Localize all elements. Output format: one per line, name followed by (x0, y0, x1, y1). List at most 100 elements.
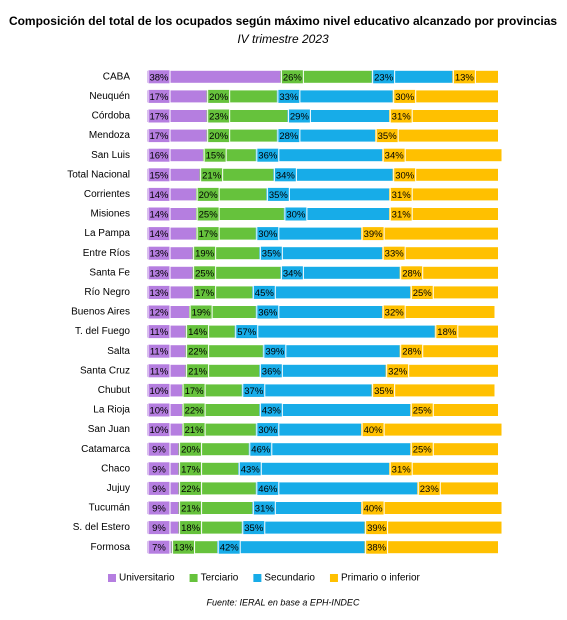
value-label-box (238, 461, 262, 477)
value-label: 11% (150, 366, 169, 377)
y-tick-label: Catamarca (81, 444, 130, 455)
bar-segment (255, 482, 418, 495)
value-label-box (147, 539, 171, 555)
value-label-box (147, 520, 171, 536)
bar-segment (217, 541, 365, 554)
y-tick-label: Tucumán (89, 503, 130, 514)
y-tick-label: Río Negro (84, 287, 130, 298)
bar-segment (259, 404, 411, 416)
value-label-box (196, 226, 220, 242)
value-label-box (256, 304, 280, 320)
value-label-box (266, 186, 290, 202)
value-label-box (273, 167, 297, 183)
value-label-box (365, 539, 389, 555)
value-label: 21% (202, 170, 222, 181)
value-label-box (147, 304, 171, 320)
value-label: 35% (378, 131, 398, 142)
bar-segment (389, 208, 498, 220)
value-label-box (193, 284, 217, 300)
value-label-box (182, 382, 206, 398)
value-label-box (389, 108, 413, 124)
value-label: 17% (195, 288, 215, 299)
value-label: 17% (181, 464, 201, 475)
value-label-box (252, 284, 276, 300)
bar-segment (252, 286, 411, 299)
value-label: 23% (209, 112, 229, 123)
value-label: 22% (181, 484, 201, 495)
y-tick-label: Salta (107, 346, 130, 357)
source: Fuente: IERAL en base a EPH-INDEC (207, 597, 360, 607)
value-label-box (382, 147, 406, 163)
y-tick-label: Entre Ríos (83, 248, 130, 259)
value-label-box (256, 422, 280, 438)
value-label: 35% (269, 190, 289, 201)
bar-segment (238, 462, 390, 475)
bar-segment (234, 325, 435, 338)
value-label-box (389, 461, 413, 477)
value-label-box (196, 206, 220, 222)
value-label: 14% (149, 190, 169, 201)
value-label: 25% (195, 268, 215, 279)
y-tick-label: Misiones (91, 209, 130, 220)
value-label: 9% (152, 523, 166, 534)
y-tick-label: T. del Fuego (75, 326, 130, 337)
legend-swatch (329, 574, 338, 582)
value-label-box (147, 186, 171, 202)
bar-segment (255, 149, 383, 162)
bar-segment (399, 345, 498, 358)
value-label: 17% (149, 131, 169, 142)
value-label: 20% (209, 92, 229, 103)
value-label: 28% (402, 347, 422, 358)
y-tick-label: San Luis (91, 150, 130, 161)
value-label-box (259, 402, 283, 418)
y-tick-label: Chubut (98, 385, 130, 396)
value-label-box (277, 128, 301, 144)
value-label: 17% (149, 92, 169, 103)
value-label-box (172, 539, 196, 555)
value-label: 21% (185, 425, 205, 436)
value-label: 43% (262, 406, 282, 417)
value-label-box (179, 500, 203, 516)
value-label-box (200, 167, 224, 183)
value-label: 34% (276, 170, 296, 181)
value-label-box (280, 265, 304, 281)
value-label: 21% (181, 504, 201, 515)
bar-segment (382, 247, 498, 260)
value-label-box (259, 363, 283, 379)
bar-segment (252, 502, 362, 514)
value-label: 31% (392, 112, 412, 123)
value-label: 31% (255, 504, 275, 515)
value-label: 20% (199, 190, 219, 201)
value-label: 39% (364, 229, 384, 240)
value-label-box (256, 226, 280, 242)
value-label-box (435, 324, 459, 340)
value-label-box (256, 147, 280, 163)
value-label: 10% (149, 406, 169, 417)
legend-label: Secundario (264, 573, 315, 584)
value-label: 30% (395, 170, 415, 181)
value-label-box (147, 363, 171, 379)
y-tick-label: Buenos Aires (71, 307, 130, 318)
value-label: 32% (385, 308, 405, 319)
value-label-box (179, 480, 203, 496)
value-label-box (417, 480, 441, 496)
bar-segment (241, 384, 372, 397)
value-label-box (263, 343, 287, 359)
bar-segment (266, 188, 390, 201)
value-label-box (217, 539, 241, 555)
bar-segment (276, 90, 393, 103)
value-label: 22% (185, 406, 205, 417)
bar-segment (276, 129, 376, 142)
value-label-box (280, 69, 304, 85)
value-label-box (382, 304, 406, 320)
chart-title: Composición del total de los ocupados se… (9, 14, 557, 28)
bar-segment (361, 227, 498, 240)
value-label: 12% (149, 308, 169, 319)
value-label: 14% (149, 229, 169, 240)
bar-segment (273, 168, 393, 181)
value-label-box (393, 88, 417, 104)
value-label: 22% (188, 347, 208, 358)
bar-segment (262, 345, 400, 358)
value-label: 9% (152, 504, 166, 515)
